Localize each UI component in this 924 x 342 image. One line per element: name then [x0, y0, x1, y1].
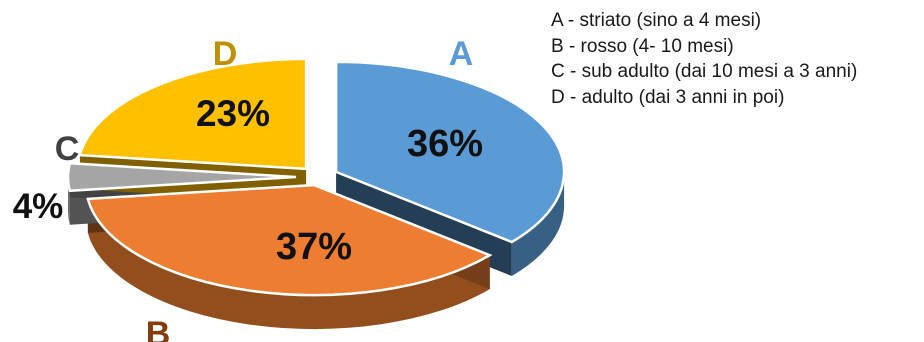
data-label-b: 37% — [276, 226, 352, 268]
legend-item-c: C - sub adulto (dai 10 mesi a 3 anni) — [551, 61, 858, 82]
legend-item-b: B - rosso (4- 10 mesi) — [551, 35, 734, 57]
category-label-c: C — [55, 130, 80, 168]
legend: A - striato (sino a 4 mesi) B - rosso (4… — [551, 8, 857, 110]
category-label-d: D — [213, 35, 238, 73]
data-label-d: 23% — [196, 93, 270, 134]
category-label-b: B — [146, 315, 171, 342]
slice-b — [86, 183, 493, 297]
data-label-a: 36% — [407, 123, 483, 165]
category-label-a: A — [449, 35, 474, 73]
slice-d — [78, 57, 308, 171]
legend-item-a: A - striato (sino a 4 mesi) — [551, 10, 762, 31]
slice-c — [66, 161, 297, 193]
slice-a — [334, 60, 566, 244]
data-label-c: 4% — [13, 187, 64, 226]
pie-labels: 36% A 37% B 4% C 23% D — [13, 35, 483, 342]
legend-item-d: D - adulto (dai 3 anni in poi) — [551, 86, 785, 108]
pie-tops — [66, 57, 566, 297]
slice-b-rim — [87, 198, 490, 330]
